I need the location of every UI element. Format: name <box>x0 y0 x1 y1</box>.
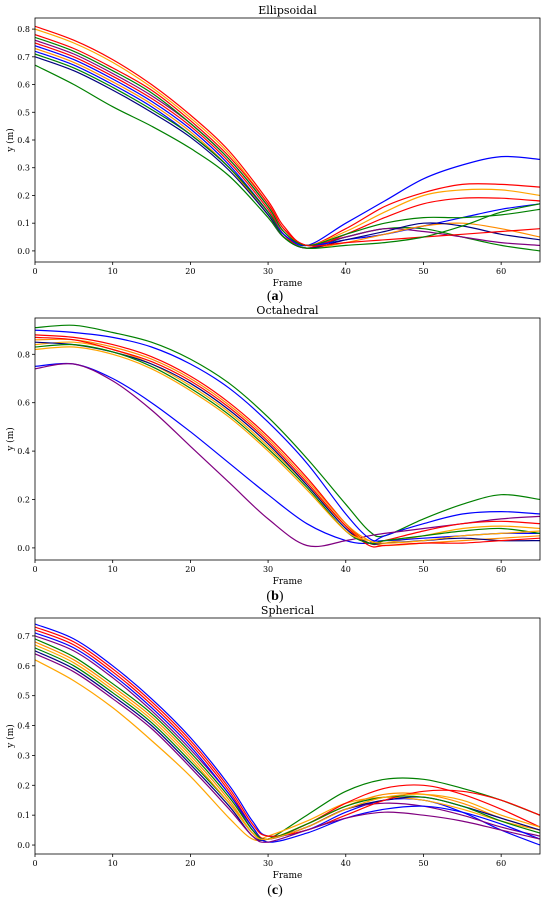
y-tick-label: 0.3 <box>17 164 30 173</box>
x-tick-label: 30 <box>263 859 273 868</box>
x-tick-label: 10 <box>108 565 118 574</box>
x-tick-label: 0 <box>32 565 37 574</box>
series-line <box>35 629 540 840</box>
chart-title: Ellipsoidal <box>258 4 317 17</box>
x-tick-label: 50 <box>418 565 428 574</box>
y-tick-label: 0.7 <box>17 53 30 62</box>
x-tick-label: 0 <box>32 267 37 276</box>
series-line <box>35 626 540 837</box>
x-axis-label: Frame <box>273 577 303 587</box>
series-line <box>35 336 540 548</box>
x-tick-label: 0 <box>32 859 37 868</box>
chart-title: Spherical <box>261 604 315 617</box>
series-line <box>35 650 540 841</box>
series-line <box>35 324 540 538</box>
series-line <box>35 56 540 249</box>
series-line <box>35 644 540 841</box>
y-tick-label: 0.5 <box>17 692 30 701</box>
x-tick-label: 30 <box>263 565 273 574</box>
x-tick-label: 40 <box>341 267 351 276</box>
series-line <box>35 34 540 247</box>
series-line <box>35 343 540 545</box>
y-tick-label: 0.5 <box>17 108 30 117</box>
series-group <box>35 25 540 252</box>
y-tick-label: 0.0 <box>17 841 30 850</box>
y-tick-label: 0.6 <box>17 399 30 408</box>
series-group <box>35 623 540 846</box>
y-tick-label: 0.6 <box>17 81 30 90</box>
series-line <box>35 28 540 247</box>
chart-panel-3: Spherical 0 10 20 30 40 50 60 0.0 0.1 0.2 0.3 0.4 0.5… <box>5 604 541 898</box>
series-line <box>35 623 540 846</box>
series-line <box>35 635 540 840</box>
plot-frame <box>34 617 541 855</box>
series-group <box>35 324 540 548</box>
panel-caption: (c) <box>267 883 283 898</box>
x-tick-label: 30 <box>263 267 273 276</box>
chart-title: Octahedral <box>256 304 319 317</box>
x-tick-label: 60 <box>496 859 506 868</box>
y-tick-label: 0.6 <box>17 662 30 671</box>
y-tick-label: 0.0 <box>17 544 30 553</box>
y-tick-label: 0.3 <box>17 751 30 760</box>
chart-panel-1: Ellipsoidal 0 10 20 30 40 50 60 0.0 0.1 0.2 0.3 0.4 0… <box>5 4 541 304</box>
y-tick-label: 0.4 <box>17 447 30 456</box>
y-tick-label: 0.8 <box>17 25 30 34</box>
chart-panel-2: Octahedral 0 10 20 30 40 50 60 0.0 0.2 0.4 0.6 0.8 Fr… <box>5 304 541 604</box>
plot-frame <box>34 317 541 561</box>
x-tick-label: 40 <box>341 859 351 868</box>
y-tick-label: 0.2 <box>17 191 30 200</box>
x-tick-label: 10 <box>108 267 118 276</box>
series-line <box>35 334 540 545</box>
y-tick-label: 0.2 <box>17 781 30 790</box>
x-tick-label: 60 <box>496 565 506 574</box>
series-line <box>35 25 540 247</box>
x-tick-label: 20 <box>185 565 195 574</box>
series-line <box>35 653 540 843</box>
y-axis-label: y (m) <box>5 724 16 749</box>
y-tick-label: 0.8 <box>17 350 30 359</box>
x-tick-label: 50 <box>418 859 428 868</box>
series-line <box>35 338 540 547</box>
panel-caption: (a) <box>267 289 284 304</box>
series-line <box>35 346 540 544</box>
y-tick-label: 0.4 <box>17 136 30 145</box>
x-tick-label: 10 <box>108 859 118 868</box>
series-line <box>35 53 540 250</box>
y-tick-label: 0.7 <box>17 632 30 641</box>
y-tick-label: 0.0 <box>17 247 30 256</box>
y-tick-label: 0.2 <box>17 496 30 505</box>
x-tick-label: 20 <box>185 859 195 868</box>
series-line <box>35 329 540 542</box>
x-tick-label: 40 <box>341 565 351 574</box>
x-tick-label: 60 <box>496 267 506 276</box>
series-line <box>35 362 540 545</box>
y-axis-label: y (m) <box>5 427 16 452</box>
x-tick-label: 50 <box>418 267 428 276</box>
series-line <box>35 36 540 247</box>
x-tick-label: 20 <box>185 267 195 276</box>
y-tick-label: 0.4 <box>17 722 30 731</box>
series-line <box>35 39 540 247</box>
series-line <box>35 362 540 548</box>
y-tick-label: 0.1 <box>17 219 30 228</box>
y-tick-label: 0.1 <box>17 811 30 820</box>
panel-caption: (b) <box>266 589 283 604</box>
x-axis-label: Frame <box>273 279 303 289</box>
y-axis-label: y (m) <box>5 128 16 153</box>
series-line <box>35 45 540 247</box>
x-axis-label: Frame <box>273 871 303 881</box>
